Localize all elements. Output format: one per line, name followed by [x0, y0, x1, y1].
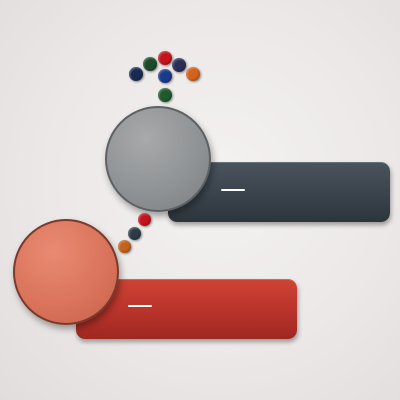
cluster-dot	[172, 58, 186, 72]
cluster-dot	[158, 51, 172, 65]
cluster-dot	[158, 69, 172, 83]
cluster-dot	[186, 67, 200, 81]
dark-bar-dash	[221, 189, 245, 191]
gray-circle	[105, 106, 211, 212]
cluster-dot	[138, 213, 151, 226]
cluster-dot	[129, 67, 143, 81]
red-bar-dash	[128, 305, 152, 307]
cluster-dot	[143, 57, 157, 71]
cluster-dot	[128, 227, 141, 240]
cluster-dot	[158, 88, 172, 102]
cluster-dot	[118, 240, 131, 253]
orange-circle	[13, 219, 119, 325]
